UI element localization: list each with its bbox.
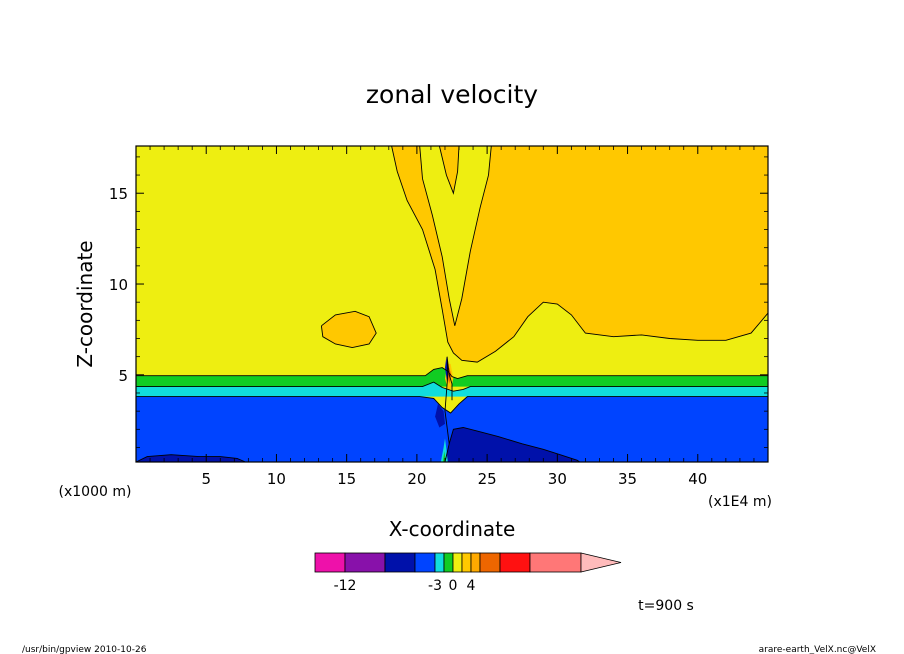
x-unit-note: (x1E4 m) [708,494,772,510]
x-tick-label: 15 [337,470,356,488]
colorbar-box [434,552,445,573]
y-tick-label: 15 [109,185,128,203]
colorbar-tick-label: -3 [428,578,442,594]
y-unit-note: (x1000 m) [59,484,132,500]
contour-region-core-strip [439,146,459,194]
contour-region-navy-notch [435,403,445,428]
contour-line [444,356,453,444]
contour-line [135,454,246,463]
contour-regions [136,146,768,462]
colorbar-tick-label: 4 [467,578,476,594]
x-tick-label: 40 [688,470,707,488]
plot-area: 5 10 15 20 25 30 35 40 5 10 15 [109,145,769,488]
x-tick-label: 30 [548,470,567,488]
contour-line [419,145,492,326]
time-label: t=900 s [638,598,694,614]
colorbar-tick-label: 0 [449,578,458,594]
contour-region-spike-navy [445,356,448,383]
contour-line [320,310,377,349]
colorbar-box [314,552,346,573]
contour-region-left-patch [321,311,377,348]
x-ticks: 5 10 15 20 25 30 35 40 [149,146,755,488]
y-tick-label: 10 [109,276,128,294]
x-axis-label: X-coordinate [389,517,516,541]
colorbar-extension [580,552,622,573]
contour-region-inner-plume [419,146,492,326]
footer-right: arare-earth_VelX.nc@VelX [759,645,876,654]
contour-region-navy-left [136,454,246,462]
y-ticks: 5 10 15 [109,156,768,448]
colorbar-box [479,552,501,573]
contour-line [438,145,460,195]
colorbar-tick-label: -12 [334,578,357,594]
colorbar-box [414,552,436,573]
colorbar-box [443,552,454,573]
contour-region-upper-core [391,146,768,363]
colorbar-box [452,552,463,573]
colorbar-box [461,552,472,573]
x-tick-label: 35 [618,470,637,488]
colorbar-box [384,552,416,573]
x-tick-label: 5 [201,470,211,488]
contour-region-blue-layer [136,396,768,462]
colorbar: -12 -3 0 4 [314,552,622,594]
colorbar-box [344,552,386,573]
contour-line [136,381,768,392]
contour-lines [135,145,769,463]
contour-region-cyan-layer [136,382,768,397]
contour-line [391,145,769,363]
chart-title: zonal velocity [366,80,538,109]
y-tick-label: 5 [118,367,128,385]
colorbar-box [470,552,481,573]
x-tick-label: 10 [267,470,286,488]
contour-line [444,427,581,463]
footer-left: /usr/bin/gpview 2010-10-26 [22,645,147,654]
y-axis-label: Z-coordinate [73,240,97,367]
contour-line [136,396,768,414]
colorbar-box [529,552,582,573]
contour-region-navy-lee [445,427,580,462]
x-tick-label: 20 [407,470,426,488]
x-tick-label: 25 [478,470,497,488]
colorbar-box [499,552,531,573]
plot-frame [135,145,769,463]
